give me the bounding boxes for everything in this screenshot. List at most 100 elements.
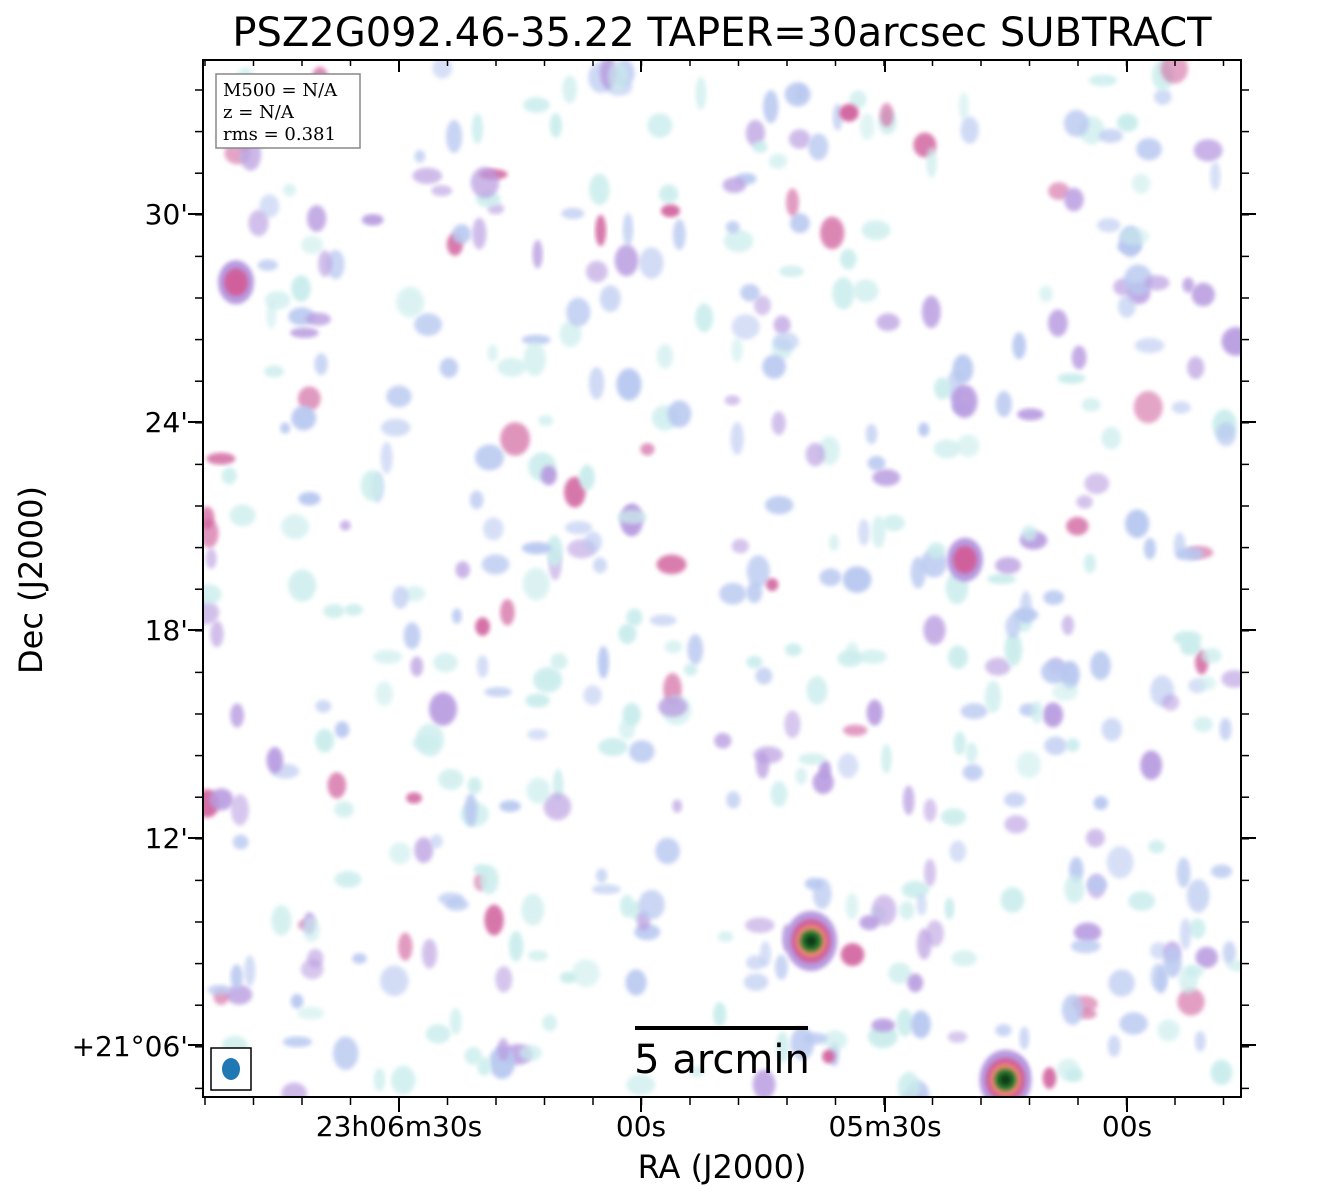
emission-blob bbox=[1185, 964, 1204, 978]
emission-blob bbox=[647, 113, 673, 138]
emission-blob bbox=[1180, 644, 1200, 656]
emission-blob bbox=[229, 504, 256, 527]
emission-blob bbox=[487, 344, 498, 362]
emission-blob bbox=[639, 247, 664, 279]
emission-blob bbox=[1119, 1012, 1148, 1035]
emission-blob bbox=[859, 915, 880, 931]
emission-blob bbox=[910, 1010, 931, 1039]
emission-blob bbox=[918, 422, 930, 437]
emission-blob bbox=[209, 788, 234, 811]
emission-blob bbox=[629, 740, 655, 763]
emission-blob bbox=[1097, 218, 1121, 233]
emission-blob bbox=[626, 608, 643, 627]
emission-blob bbox=[618, 623, 637, 644]
info-rms: rms = 0.381 bbox=[223, 124, 336, 145]
emission-blob bbox=[897, 1072, 921, 1097]
emission-blob bbox=[469, 490, 484, 510]
emission-blob bbox=[1065, 1068, 1083, 1083]
emission-blob bbox=[334, 721, 350, 739]
emission-blob bbox=[1144, 275, 1170, 291]
emission-blob bbox=[283, 183, 297, 197]
emission-blob bbox=[543, 792, 572, 821]
emission-blob bbox=[1106, 846, 1134, 879]
emission-blob bbox=[433, 652, 458, 673]
emission-blob bbox=[307, 205, 327, 232]
emission-blob bbox=[232, 834, 249, 850]
emission-blob bbox=[467, 777, 482, 794]
emission-blob bbox=[550, 653, 568, 670]
emission-blob bbox=[315, 728, 335, 753]
emission-blob bbox=[1133, 391, 1163, 424]
emission-blob bbox=[965, 742, 978, 763]
emission-blob bbox=[1187, 356, 1205, 380]
emission-blob bbox=[475, 617, 490, 636]
emission-blob bbox=[281, 1082, 307, 1097]
emission-blob bbox=[1088, 74, 1118, 87]
emission-blob bbox=[866, 699, 883, 726]
emission-blob bbox=[717, 931, 734, 943]
y-tick-label: 12' bbox=[145, 822, 188, 855]
emission-blob bbox=[301, 235, 324, 255]
emission-blob bbox=[566, 297, 591, 327]
emission-blob bbox=[497, 357, 527, 377]
emission-blob bbox=[1043, 590, 1065, 605]
emission-blob bbox=[660, 204, 681, 218]
emission-blob bbox=[731, 538, 749, 554]
emission-blob bbox=[1012, 332, 1026, 360]
emission-blob bbox=[1016, 751, 1042, 779]
emission-blob bbox=[958, 92, 969, 121]
emission-blob bbox=[522, 567, 550, 601]
emission-blob bbox=[1083, 553, 1096, 574]
emission-blob bbox=[987, 573, 1016, 585]
emission-blob bbox=[1101, 426, 1121, 450]
emission-blob bbox=[429, 692, 457, 726]
emission-blob bbox=[542, 1014, 557, 1032]
emission-blob bbox=[924, 858, 936, 887]
emission-blob bbox=[266, 747, 284, 774]
emission-blob bbox=[526, 777, 551, 804]
emission-blob bbox=[470, 166, 500, 199]
emission-blob bbox=[398, 932, 413, 961]
emission-blob bbox=[389, 842, 411, 865]
emission-blob bbox=[753, 746, 783, 764]
radio-source bbox=[953, 545, 977, 574]
emission-blob bbox=[271, 905, 292, 936]
emission-blob bbox=[725, 221, 740, 234]
emission-blob bbox=[206, 452, 236, 465]
emission-blob bbox=[451, 608, 462, 624]
emission-blob bbox=[1216, 422, 1236, 447]
y-tick-label: 24' bbox=[145, 406, 188, 439]
emission-blob bbox=[805, 442, 825, 467]
emission-blob bbox=[314, 353, 328, 376]
emission-blob bbox=[798, 753, 826, 765]
emission-blob bbox=[579, 464, 595, 491]
emission-blob bbox=[565, 521, 593, 535]
emission-blob bbox=[625, 969, 647, 996]
emission-blob bbox=[788, 129, 811, 149]
emission-blob bbox=[871, 894, 897, 926]
emission-blob bbox=[1081, 397, 1101, 412]
emission-blob bbox=[244, 955, 256, 987]
emission-blob bbox=[837, 650, 863, 667]
emission-blob bbox=[484, 687, 512, 697]
emission-blob bbox=[726, 791, 741, 809]
emission-blob bbox=[786, 188, 799, 217]
emission-blob bbox=[755, 667, 773, 685]
emission-blob bbox=[607, 61, 629, 92]
emission-blob bbox=[259, 194, 280, 218]
emission-blob bbox=[962, 764, 983, 781]
emission-blob bbox=[902, 785, 915, 816]
beam-marker bbox=[210, 1047, 252, 1091]
emission-blob bbox=[562, 75, 578, 104]
emission-blob bbox=[901, 880, 930, 899]
emission-blob bbox=[396, 286, 425, 318]
emission-blob bbox=[230, 703, 245, 728]
emission-blob bbox=[953, 731, 966, 756]
x-axis-label: RA (J2000) bbox=[638, 1148, 807, 1186]
emission-blob bbox=[326, 249, 345, 280]
emission-blob bbox=[1180, 918, 1191, 950]
emission-blob bbox=[1191, 282, 1215, 307]
emission-blob bbox=[281, 514, 310, 540]
emission-blob bbox=[658, 696, 688, 717]
emission-blob bbox=[1176, 547, 1204, 561]
